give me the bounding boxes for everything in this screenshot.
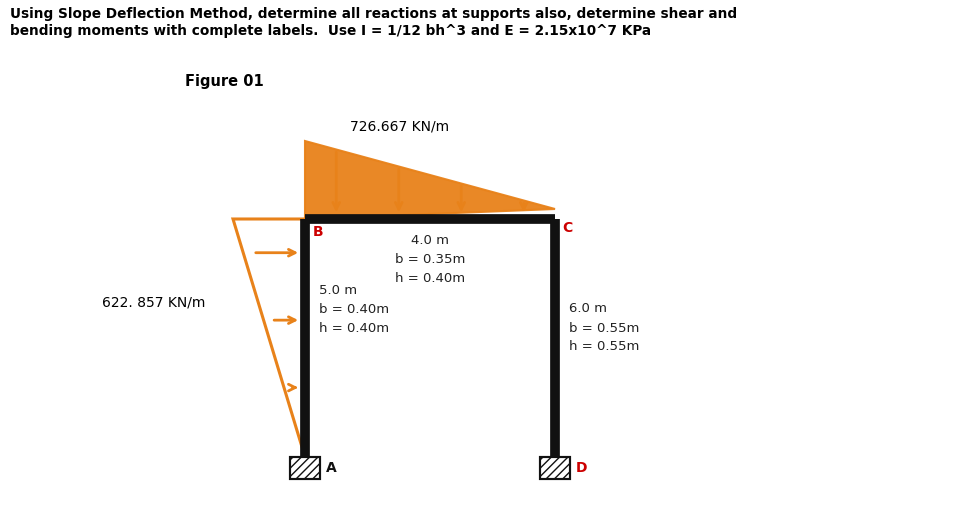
Text: C: C (561, 221, 572, 235)
Text: D: D (576, 461, 587, 475)
Text: Using Slope Deflection Method, determine all reactions at supports also, determi: Using Slope Deflection Method, determine… (10, 7, 737, 21)
Text: 5.0 m
b = 0.40m
h = 0.40m: 5.0 m b = 0.40m h = 0.40m (318, 284, 389, 335)
Bar (539, 457, 569, 479)
Polygon shape (305, 141, 555, 219)
Bar (539, 457, 569, 479)
Text: Figure 01: Figure 01 (185, 74, 263, 89)
Text: bending moments with complete labels.  Use I = 1/12 bh^3 and E = 2.15x10^7 KPa: bending moments with complete labels. Us… (10, 24, 651, 38)
Text: 6.0 m
b = 0.55m
h = 0.55m: 6.0 m b = 0.55m h = 0.55m (568, 303, 639, 353)
Text: 622. 857 KN/m: 622. 857 KN/m (102, 295, 205, 309)
Text: 4.0 m
b = 0.35m
h = 0.40m: 4.0 m b = 0.35m h = 0.40m (395, 234, 465, 285)
Text: A: A (326, 461, 336, 475)
Bar (290, 457, 319, 479)
Bar (290, 457, 319, 479)
Text: B: B (313, 225, 323, 239)
Text: 726.667 KN/m: 726.667 KN/m (350, 119, 449, 133)
